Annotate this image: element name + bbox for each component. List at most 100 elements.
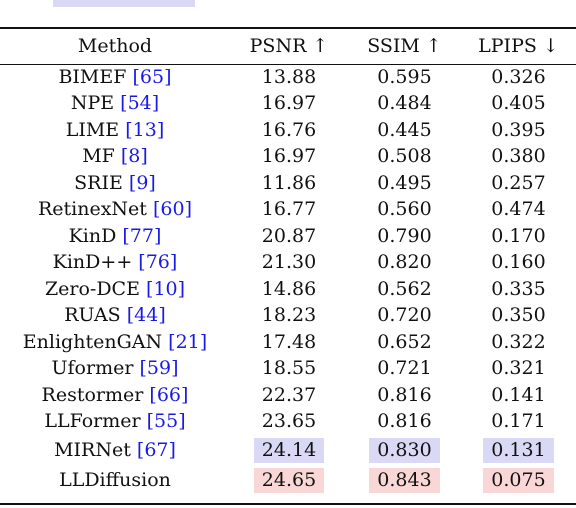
lpips-cell: 0.321 (461, 356, 576, 383)
psnr-cell: 18.23 (230, 303, 348, 330)
lpips-cell: 0.350 (461, 303, 576, 330)
lpips-cell: 0.160 (461, 250, 576, 277)
psnr-cell: 22.37 (230, 382, 348, 409)
citation-link[interactable]: [76] (138, 251, 178, 274)
method-cell: LLFormer [55] (0, 409, 230, 436)
psnr-value: 20.87 (261, 224, 317, 247)
ssim-cell: 0.843 (348, 465, 461, 495)
citation-link[interactable]: [13] (125, 118, 165, 141)
ssim-value: 0.595 (377, 65, 432, 88)
lpips-value: 0.160 (491, 251, 546, 274)
psnr-value: 16.76 (261, 118, 317, 141)
psnr-cell: 16.77 (230, 197, 348, 224)
lpips-cell: 0.405 (461, 91, 576, 118)
psnr-value: 16.97 (261, 145, 317, 168)
header-ssim: SSIM ↑ (367, 35, 442, 57)
citation-number[interactable]: 55 (154, 410, 179, 433)
citation-link[interactable]: [21] (168, 330, 208, 353)
lpips-cell: 0.141 (461, 382, 576, 409)
table-body: BIMEF [65] 13.88 0.595 0.326 NPE [54] 16.97 0.… (0, 64, 576, 495)
citation-number[interactable]: 76 (145, 251, 170, 274)
ssim-value: 0.484 (377, 92, 432, 115)
method-cell: Zero-DCE [10] (0, 276, 230, 303)
ssim-value: 0.445 (377, 118, 432, 141)
psnr-cell: 24.14 (230, 435, 348, 465)
psnr-value: 16.77 (261, 198, 317, 221)
method-cell: EnlightenGAN [21] (0, 329, 230, 356)
header-lpips: LPIPS ↓ (478, 35, 559, 57)
citation-number[interactable]: 59 (146, 357, 172, 380)
citation-link[interactable]: [66] (149, 383, 189, 406)
table-row: NPE [54] 16.97 0.484 0.405 (0, 91, 576, 118)
table-row: MF [8] 16.97 0.508 0.380 (0, 144, 576, 171)
citation-link[interactable]: [65] (132, 65, 172, 88)
ssim-value: 0.830 (369, 437, 440, 463)
citation-number[interactable]: 54 (127, 92, 152, 115)
table-row: RUAS [44] 18.23 0.720 0.350 (0, 303, 576, 330)
method-name: Zero-DCE (44, 277, 140, 300)
citation-link[interactable]: [55] (146, 410, 186, 433)
ssim-cell: 0.721 (348, 356, 461, 383)
ssim-cell: 0.816 (348, 409, 461, 436)
citation-link[interactable]: [54] (120, 92, 160, 115)
method-cell: BIMEF [65] (0, 64, 230, 91)
ssim-cell: 0.820 (348, 250, 461, 277)
results-table: Method PSNR ↑ SSIM ↑ LPIPS ↓ BIMEF [65] 1… (0, 29, 576, 495)
psnr-cell: 14.86 (230, 276, 348, 303)
psnr-value: 23.65 (261, 410, 317, 433)
citation-link[interactable]: [44] (126, 304, 166, 327)
table-row: MIRNet [67] 24.14 0.830 0.131 (0, 435, 576, 465)
ssim-value: 0.508 (377, 145, 432, 168)
method-cell: LLDiffusion (0, 465, 230, 495)
lpips-cell: 0.257 (461, 170, 576, 197)
method-name: MF (82, 145, 115, 168)
lpips-value: 0.170 (491, 224, 546, 247)
table-row: BIMEF [65] 13.88 0.595 0.326 (0, 64, 576, 91)
citation-number[interactable]: 10 (153, 277, 178, 300)
citation-number[interactable]: 9 (136, 171, 149, 194)
citation-link[interactable]: [9] (128, 171, 156, 194)
ssim-value: 0.560 (377, 198, 432, 221)
table-row: RetinexNet [60] 16.77 0.560 0.474 (0, 197, 576, 224)
method-name: LIME (65, 118, 120, 141)
citation-link[interactable]: [10] (146, 277, 186, 300)
citation-link[interactable]: [67] (136, 438, 176, 461)
citation-link[interactable]: [8] (120, 145, 148, 168)
header-psnr: PSNR ↑ (249, 35, 329, 57)
citation-number[interactable]: 67 (144, 438, 169, 461)
method-name: Uformer (51, 357, 134, 380)
citation-link[interactable]: [59] (139, 357, 179, 380)
citation-number[interactable]: 65 (139, 65, 165, 88)
citation-number[interactable]: 66 (156, 383, 182, 406)
psnr-value: 24.65 (253, 467, 325, 493)
psnr-value: 18.23 (261, 304, 317, 327)
psnr-cell: 11.86 (230, 170, 348, 197)
citation-number[interactable]: 13 (132, 118, 157, 141)
lpips-value: 0.405 (491, 92, 546, 115)
lpips-value: 0.257 (491, 171, 546, 194)
citation-link[interactable]: [60] (152, 198, 193, 221)
psnr-cell: 16.76 (230, 117, 348, 144)
header-method: Method (77, 35, 153, 57)
psnr-cell: 20.87 (230, 223, 348, 250)
method-cell: Restormer [66] (0, 382, 230, 409)
method-cell: LIME [13] (0, 117, 230, 144)
citation-link[interactable]: [77] (122, 224, 162, 247)
ssim-value: 0.843 (369, 467, 440, 493)
psnr-value: 13.88 (261, 65, 317, 88)
lpips-value: 0.335 (491, 277, 546, 300)
method-name: NPE (70, 92, 115, 115)
top-rule (0, 27, 576, 29)
lpips-value: 0.141 (491, 383, 546, 406)
method-cell: KinD [77] (0, 223, 230, 250)
citation-number[interactable]: 60 (160, 198, 185, 221)
lpips-cell: 0.335 (461, 276, 576, 303)
citation-number[interactable]: 8 (128, 145, 141, 168)
table-row: Restormer [66] 22.37 0.816 0.141 (0, 382, 576, 409)
ssim-cell: 0.495 (348, 170, 461, 197)
ssim-value: 0.820 (377, 251, 432, 274)
citation-number[interactable]: 44 (134, 304, 159, 327)
citation-number[interactable]: 21 (175, 330, 200, 353)
citation-number[interactable]: 77 (129, 224, 154, 247)
table-row: LIME [13] 16.76 0.445 0.395 (0, 117, 576, 144)
